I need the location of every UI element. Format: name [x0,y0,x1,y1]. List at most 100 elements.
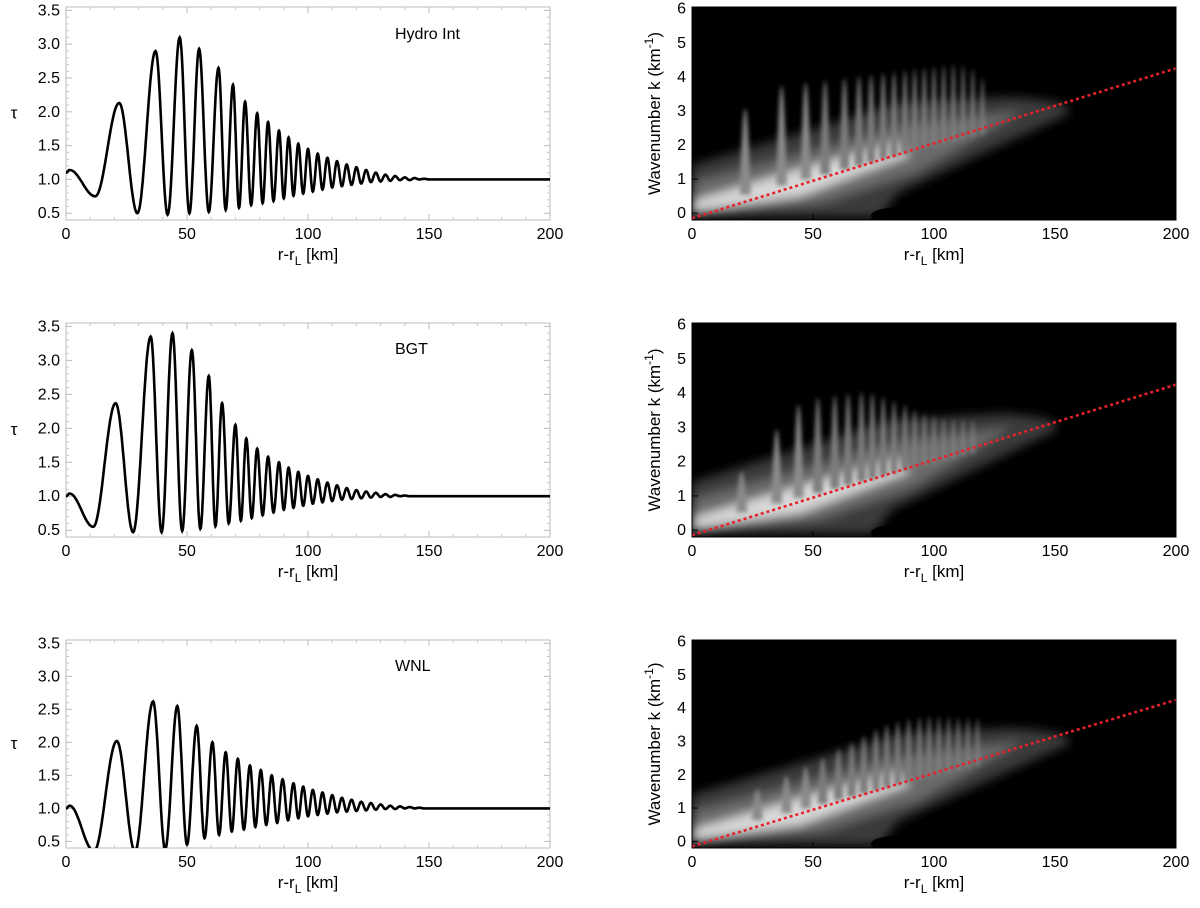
spectral-ridge [915,717,923,781]
y-tick-label: 0 [677,522,686,539]
spectral-ridge [940,418,947,461]
x-tick-label: 100 [295,226,322,243]
y-tick-label: 1.0 [38,800,60,817]
plot-frame [65,6,551,221]
y-tick-label: 4 [677,69,686,86]
x-tick-label: 100 [921,854,948,871]
band-cutoff [871,523,1176,537]
spectral-ridge [945,717,952,773]
y-tick-label: 3 [677,734,686,751]
wnl-profile-panel: 0 50 100 150 200 0.5 1.0 1.5 2.0 2.5 3.0 3.5 r-rL [k… [11,635,564,896]
x-tick-label: 150 [416,854,443,871]
x-axis: 0 50 100 150 200 [688,214,1190,243]
spectral-ridge [970,69,976,137]
y-axis: 0 1 2 3 4 5 6 [677,317,698,539]
spectral-ridge [830,395,840,489]
spectral-ridge [882,724,891,789]
panel-title: BGT [395,341,428,358]
y-tick-label: 3.0 [38,36,60,53]
y-tick-label: 3 [677,103,686,120]
y-tick-label: 3.5 [38,635,60,652]
spectral-ridge [839,77,850,170]
x-tick-label: 150 [1042,543,1069,560]
x-axis: 0 50 100 150 200 [62,7,564,243]
spectral-ridge [893,721,902,786]
panel-title: Hydro Int [395,26,460,43]
spectral-ridge [800,766,811,809]
y-tick-label: 1.5 [38,767,60,784]
spectral-ridge [781,775,792,813]
x-tick-label: 200 [1163,226,1190,243]
y-tick-label: 2.0 [38,104,60,121]
y-axis-title: τ [11,734,18,753]
x-axis-title: r-rL [km] [904,562,965,585]
y-tick-label: 1.0 [38,488,60,505]
x-axis-title: r-rL [km] [904,873,965,896]
y-tick-label: 0 [677,833,686,850]
y-tick-label: 1 [677,800,686,817]
y-axis: 0.5 1.0 1.5 2.0 2.5 3.0 3.5 [38,318,550,539]
y-axis-title: τ [11,420,18,439]
y-tick-label: 5 [677,351,686,368]
y-axis-title: Wavenumber k (km-1) [642,662,664,825]
x-tick-label: 0 [62,854,71,871]
spectral-ridge [833,749,844,801]
hydro-int-profile-panel: 0 50 100 150 200 0.5 1.0 1.5 2.0 2.5 3.0 3.5 r-rL [k… [11,2,564,268]
x-tick-label: 50 [804,854,822,871]
spectral-ridge [751,789,763,821]
x-tick-label: 0 [688,854,697,871]
spectral-ridge [800,82,811,180]
spectral-ridge [911,410,919,469]
ridge-group [736,392,976,513]
ridge-group [751,716,980,821]
x-tick-label: 200 [1163,854,1190,871]
x-axis-title: r-rL [km] [278,562,339,585]
x-tick-label: 50 [178,226,196,243]
spectral-ridge [859,736,869,794]
x-tick-label: 200 [537,854,564,871]
x-axis-title: r-rL [km] [278,245,339,268]
y-tick-label: 2.5 [38,70,60,87]
x-tick-label: 50 [178,854,196,871]
y-axis-title: Wavenumber k (km-1) [642,348,664,511]
x-axis: 0 50 100 150 200 [688,842,1190,871]
x-axis: 0 50 100 150 200 [62,323,564,560]
y-tick-label: 3.5 [38,2,60,19]
x-tick-label: 100 [295,854,322,871]
spectral-ridge [871,729,881,791]
y-tick-label: 1.5 [38,454,60,471]
y-axis-title: Wavenumber k (km-1) [642,32,664,195]
spectral-ridge [910,69,919,152]
y-axis: 0.5 1.0 1.5 2.0 2.5 3.0 3.5 [38,2,550,222]
spectral-ridge [854,76,864,166]
spectral-ridge [739,108,751,195]
hydro-int-wavelet-panel: 0 50 100 150 200 0 1 2 3 4 5 6 r-rL [km] Wavenumber k… [642,1,1189,268]
x-tick-label: 50 [804,543,822,560]
y-tick-label: 2 [677,454,686,471]
spectral-ridge [904,718,913,783]
spectral-ridge [965,718,971,769]
x-tick-label: 0 [688,226,697,243]
spectral-ridge [879,397,888,477]
y-tick-label: 2.0 [38,734,60,751]
red-trend-line [691,67,1177,220]
band-cutoff [871,834,1176,848]
y-tick-label: 0.5 [38,205,60,222]
x-tick-label: 200 [537,543,564,560]
bgt-profile-panel: 0 50 100 150 200 0.5 1.0 1.5 2.0 2.5 3.0 3.5 r-rL [k… [11,318,564,585]
spectral-ridge [935,716,942,776]
x-tick-label: 200 [537,226,564,243]
spectral-ridge [843,393,853,486]
spectrogram-heatmap [692,716,1176,848]
spectral-ridge [856,392,866,482]
y-tick-label: 3.5 [38,318,60,335]
spectral-ridge [930,416,938,464]
spectral-ridge [979,78,985,135]
spectral-ridge [940,65,947,145]
x-tick-label: 0 [62,226,71,243]
spectral-ridge [817,757,828,805]
x-axis: 0 50 100 150 200 [62,640,564,871]
spectral-ridge [901,404,909,471]
spectral-ridge [925,716,933,778]
red-trend-line [691,698,1177,848]
